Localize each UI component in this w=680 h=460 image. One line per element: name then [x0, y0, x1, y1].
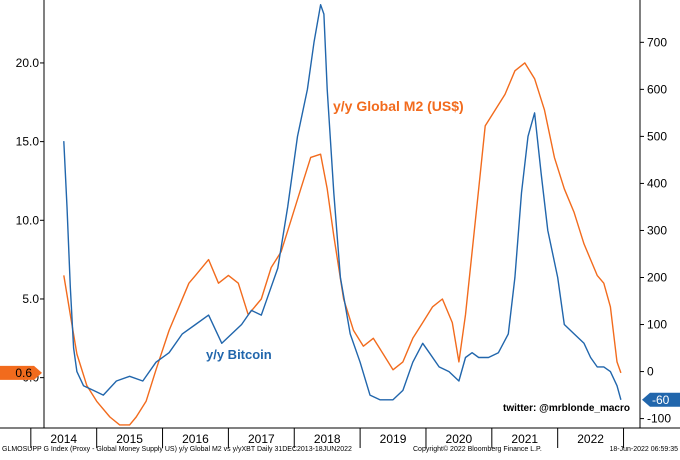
badge-m2-label: 0.6 [15, 366, 32, 380]
right-tick-label: 0 [647, 365, 654, 379]
left-tick-label: 20.0 [16, 56, 40, 70]
right-tick-label: 100 [647, 318, 667, 332]
right-tick-label: 700 [647, 35, 667, 49]
series-line-m2 [63, 62, 622, 426]
right-tick-label: -100 [647, 412, 671, 426]
x-tick-label: 2021 [511, 432, 538, 446]
footer-right: 18-Jun-2022 06:59:35 [610, 446, 679, 453]
footer-left: GLMOSUPP G Index (Proxy - Global Money S… [2, 446, 352, 453]
left-tick-label: 15.0 [16, 135, 40, 149]
right-tick-label: 500 [647, 129, 667, 143]
right-tick-label: 600 [647, 82, 667, 96]
twitter-annotation: twitter: @mrblonde_macro [503, 403, 630, 414]
left-tick-label: 5.0 [22, 292, 39, 306]
right-tick-label: 300 [647, 223, 667, 237]
x-tick-label: 2016 [182, 432, 209, 446]
x-tick-label: 2019 [380, 432, 407, 446]
badge-bitcoin-shape [642, 392, 680, 407]
x-tick-label: 2018 [314, 432, 341, 446]
x-tick-label: 2017 [248, 432, 275, 446]
x-tick-label: 2015 [116, 432, 143, 446]
footer-center: Copyright© 2022 Bloomberg Finance L.P. [413, 445, 542, 453]
right-tick-label: 200 [647, 270, 667, 284]
series-label-m2: y/y Global M2 (US$) [333, 98, 464, 114]
badge-bitcoin-label: -60 [652, 393, 670, 407]
right-tick-label: 400 [647, 176, 667, 190]
x-tick-label: 2022 [577, 432, 604, 446]
series-label-bitcoin: y/y Bitcoin [206, 347, 272, 362]
series-line-bitcoin [63, 3, 622, 401]
x-tick-label: 2020 [446, 432, 473, 446]
x-tick-label: 2014 [50, 432, 77, 446]
left-tick-label: 10.0 [16, 213, 40, 227]
badge-m2-shape [0, 365, 42, 380]
